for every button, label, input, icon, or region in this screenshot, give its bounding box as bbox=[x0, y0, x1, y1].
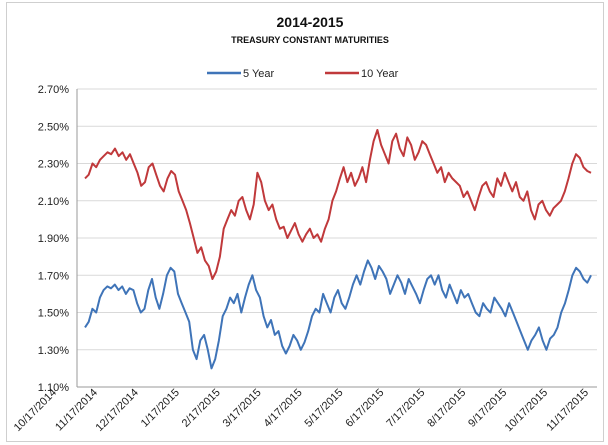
x-tick-label: 12/17/2014 bbox=[94, 387, 141, 434]
y-tick-label: 2.50% bbox=[38, 121, 69, 133]
y-tick-label: 1.30% bbox=[38, 345, 69, 357]
chart-subtitle: TREASURY CONSTANT MATURITIES bbox=[231, 35, 389, 45]
series-lines bbox=[84, 129, 592, 370]
x-tick-label: 2/17/2015 bbox=[180, 387, 223, 430]
series-line-5-year bbox=[84, 259, 592, 370]
series-line-10-year bbox=[84, 129, 592, 280]
y-tick-label: 1.10% bbox=[38, 382, 69, 394]
x-tick-label: 5/17/2015 bbox=[302, 387, 345, 430]
x-tick-label: 4/17/2015 bbox=[262, 387, 305, 430]
y-tick-label: 1.50% bbox=[38, 308, 69, 320]
y-tick-label: 2.10% bbox=[38, 196, 69, 208]
x-tick-label: 8/17/2015 bbox=[425, 387, 468, 430]
legend: 5 Year 10 Year bbox=[207, 68, 399, 80]
y-tick-label: 2.30% bbox=[38, 159, 69, 171]
x-tick-label: 9/17/2015 bbox=[466, 387, 509, 430]
chart-frame: 2014-2015 TREASURY CONSTANT MATURITIES 5… bbox=[6, 2, 604, 442]
x-tick-label: 10/17/2014 bbox=[12, 387, 59, 434]
x-tick-label: 3/17/2015 bbox=[221, 387, 264, 430]
y-tick-label: 1.70% bbox=[38, 270, 69, 282]
x-tick-label: 11/17/2015 bbox=[544, 387, 591, 434]
x-tick-label: 6/17/2015 bbox=[343, 387, 386, 430]
y-tick-label: 2.70% bbox=[38, 84, 69, 96]
y-tick-label: 1.90% bbox=[38, 233, 69, 245]
legend-label-10-year: 10 Year bbox=[361, 68, 399, 80]
line-chart: 2014-2015 TREASURY CONSTANT MATURITIES 5… bbox=[12, 14, 597, 434]
gridlines bbox=[77, 88, 597, 388]
chart-title: 2014-2015 bbox=[277, 14, 344, 30]
y-axis: 1.10% 1.30% 1.50% 1.70% 1.90% 2.10% 2.30% 2.50%… bbox=[38, 84, 597, 394]
x-tick-label: 10/17/2015 bbox=[503, 387, 550, 434]
x-axis: 10/17/201411/17/201412/17/20141/17/20152… bbox=[12, 387, 591, 434]
legend-label-5-year: 5 Year bbox=[243, 68, 275, 80]
x-tick-label: 7/17/2015 bbox=[384, 387, 427, 430]
x-tick-label: 1/17/2015 bbox=[139, 387, 182, 430]
